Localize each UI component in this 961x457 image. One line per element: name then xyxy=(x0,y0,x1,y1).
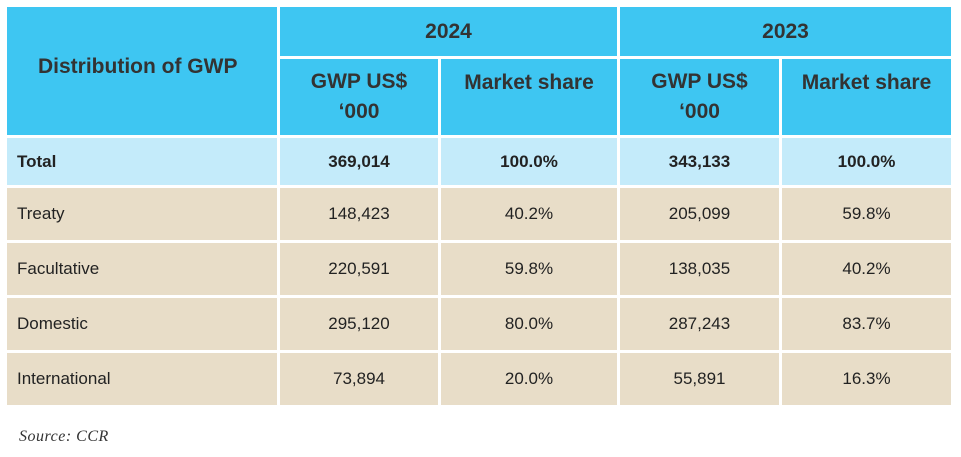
cell-treaty-gwp-2023: 205,099 xyxy=(620,188,779,240)
cell-international-gwp-2023: 55,891 xyxy=(620,353,779,405)
cell-treaty-share-2024: 40.2% xyxy=(441,188,617,240)
cell-facultative-gwp-2024: 220,591 xyxy=(280,243,438,295)
header-distribution-of-gwp: Distribution of GWP xyxy=(7,7,277,135)
table-grid: Distribution of GWP 2024 2023 GWP US$ ‘0… xyxy=(7,7,951,405)
cell-domestic-share-2023: 83.7% xyxy=(782,298,951,350)
cell-treaty-gwp-2024: 148,423 xyxy=(280,188,438,240)
cell-domestic-share-2024: 80.0% xyxy=(441,298,617,350)
header-gwp-2024-line2: ‘000 xyxy=(338,100,380,123)
header-gwp-2023-line2: ‘000 xyxy=(679,100,720,123)
cell-facultative-gwp-2023: 138,035 xyxy=(620,243,779,295)
header-market-share-2023: Market share xyxy=(782,59,951,135)
row-label-total: Total xyxy=(7,138,277,185)
header-year-2024: 2024 xyxy=(280,7,617,56)
header-gwp-2023-line1: GWP US$ xyxy=(651,70,748,93)
cell-domestic-gwp-2024: 295,120 xyxy=(280,298,438,350)
cell-international-gwp-2024: 73,894 xyxy=(280,353,438,405)
gwp-distribution-table: Distribution of GWP 2024 2023 GWP US$ ‘0… xyxy=(7,7,951,405)
header-gwp-2024: GWP US$ ‘000 xyxy=(280,59,438,135)
cell-total-share-2023: 100.0% xyxy=(782,138,951,185)
source-note: Source: CCR xyxy=(19,428,109,445)
cell-facultative-share-2023: 40.2% xyxy=(782,243,951,295)
header-market-share-2024: Market share xyxy=(441,59,617,135)
row-label-treaty: Treaty xyxy=(7,188,277,240)
header-gwp-2024-line1: GWP US$ xyxy=(310,70,408,93)
cell-international-share-2024: 20.0% xyxy=(441,353,617,405)
cell-international-share-2023: 16.3% xyxy=(782,353,951,405)
cell-total-gwp-2024: 369,014 xyxy=(280,138,438,185)
header-gwp-2023: GWP US$ ‘000 xyxy=(620,59,779,135)
cell-treaty-share-2023: 59.8% xyxy=(782,188,951,240)
row-label-facultative: Facultative xyxy=(7,243,277,295)
cell-total-share-2024: 100.0% xyxy=(441,138,617,185)
cell-domestic-gwp-2023: 287,243 xyxy=(620,298,779,350)
row-label-international: International xyxy=(7,353,277,405)
cell-facultative-share-2024: 59.8% xyxy=(441,243,617,295)
header-year-2023: 2023 xyxy=(620,7,951,56)
cell-total-gwp-2023: 343,133 xyxy=(620,138,779,185)
row-label-domestic: Domestic xyxy=(7,298,277,350)
